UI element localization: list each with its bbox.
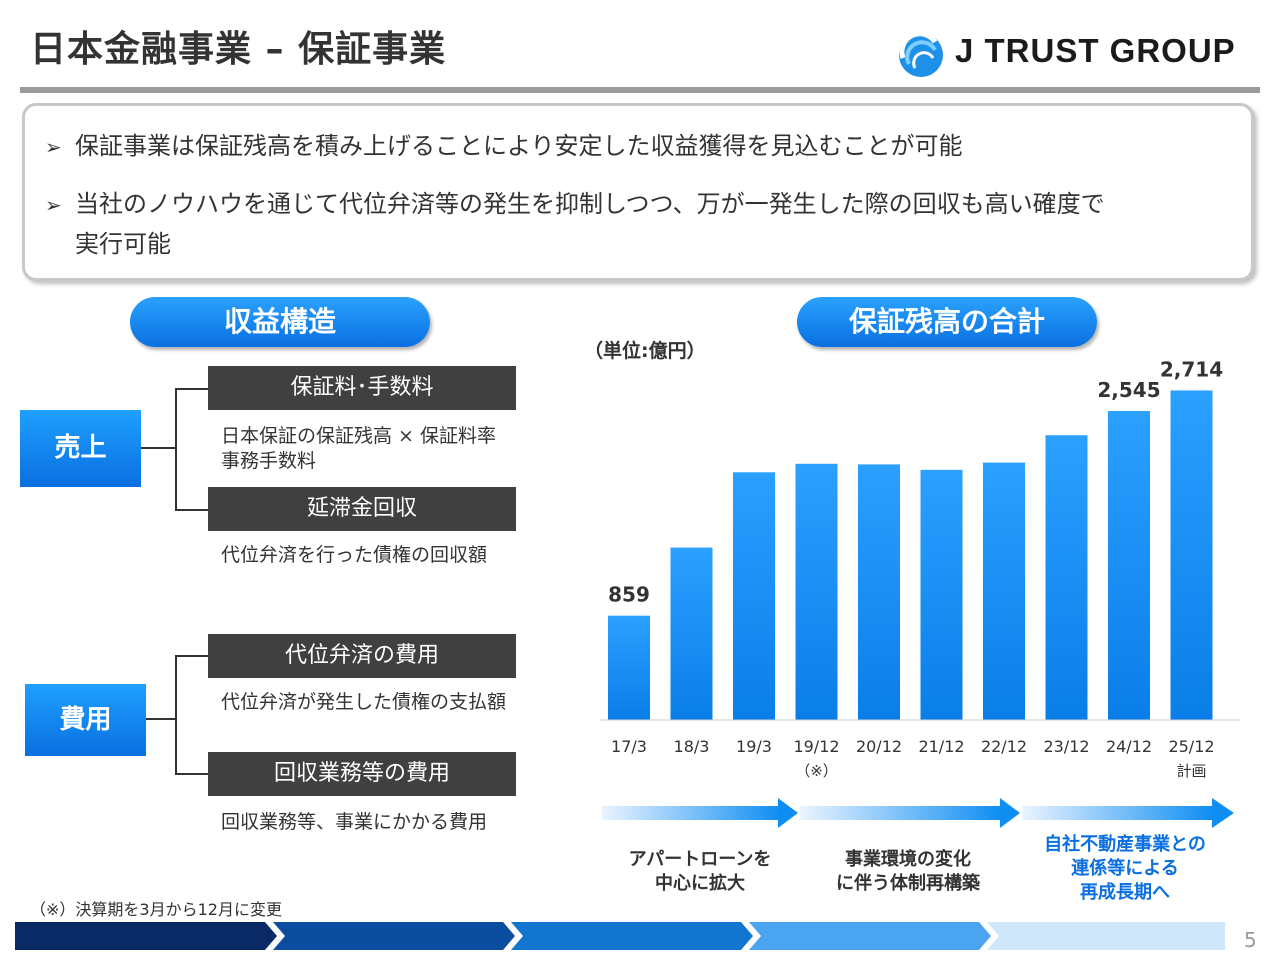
chart-bar (608, 615, 650, 720)
summary-bullet: ➢ 保証事業は保証残高を積み上げることにより安定した収益獲得を見込むことが可能 (45, 126, 963, 167)
chart-x-tick-label: 19/3 (736, 737, 772, 756)
phase-text-line: アパートローンを (628, 849, 772, 870)
phase-text-line: に伴う体制再構築 (836, 873, 980, 894)
chart-bar (858, 464, 900, 720)
chart-x-tick-label: 21/12 (918, 737, 964, 756)
chart-x-tick-label: 24/12 (1106, 737, 1152, 756)
phase-text-line: 連係等による (1071, 858, 1179, 879)
cost-item-desc: 回収業務等、事業にかかる費用 (221, 811, 488, 833)
chart-bar (670, 547, 713, 720)
chart-data-label: 2,545 (1097, 378, 1160, 402)
phase-arrows (602, 798, 1234, 828)
phase-1-text: アパートローンを 中心に拡大 (610, 848, 790, 896)
chart-bar (983, 462, 1025, 720)
phase-text-line: 再成長期へ (1080, 882, 1170, 903)
sales-item-desc: 代位弁済を行った債権の回収額 (221, 544, 488, 566)
sales-item-title: 保証料･手数料 (208, 366, 516, 410)
connector-line (175, 388, 177, 510)
connector-line (175, 655, 208, 657)
page-number: 5 (1244, 928, 1257, 952)
chart-x-tick-label: 25/12 (1168, 737, 1214, 756)
chart-bar (733, 472, 775, 720)
phase-arrow-3 (1022, 798, 1234, 828)
connector-line (146, 718, 176, 720)
sales-label-box: 売上 (20, 410, 141, 487)
page-title: 日本金融事業 – 保証事業 (30, 29, 447, 70)
bullet-arrow-icon: ➢ (45, 135, 62, 159)
footer-segment (749, 922, 991, 950)
chart-bar (1108, 410, 1150, 720)
company-logo: J TRUST GROUP (895, 30, 1265, 80)
title-divider (20, 87, 1260, 93)
cost-item-desc: 代位弁済が発生した債権の支払額 (221, 691, 507, 713)
balance-bar-chart: 859 17/3 18/3 19/3 19/12 （※） 20/12 21/12 22/12 23… (600, 357, 1240, 780)
chart-bars: 859 17/3 18/3 19/3 19/12 （※） 20/12 21/12 22/12 23… (608, 357, 1223, 780)
chart-x-tick-label: 23/12 (1043, 737, 1089, 756)
footer-segment (987, 922, 1225, 950)
cost-item-title: 回収業務等の費用 (208, 752, 516, 796)
phase-text-line: 事業環境の変化 (845, 849, 971, 870)
summary-bullet-continuation: 実行可能 (75, 230, 171, 258)
footer-segment (15, 922, 277, 950)
phase-text-line: 自社不動産事業との (1044, 834, 1206, 855)
footer-chevron-bar (15, 922, 1225, 950)
bullet-text: 保証事業は保証残高を積み上げることにより安定した収益獲得を見込むことが可能 (75, 132, 963, 160)
summary-bullet: ➢ 当社のノウハウを通じて代位弁済等の発生を抑制しつつ、万が一発生した際の回収も高… (45, 184, 1105, 225)
chart-bar (1170, 390, 1213, 720)
connector-line (141, 447, 176, 449)
balance-heading: 保証残高の合計 (797, 297, 1097, 347)
connector-line (175, 773, 208, 775)
summary-box: ➢ 保証事業は保証残高を積み上げることにより安定した収益獲得を見込むことが可能 ➢… (22, 103, 1254, 281)
connector-line (175, 388, 208, 390)
revenue-structure-heading: 収益構造 (130, 297, 430, 347)
chart-x-tick-sublabel: （※） (795, 762, 838, 780)
phase-2-text: 事業環境の変化 に伴う体制再構築 (818, 848, 998, 896)
chart-x-tick-label: 18/3 (674, 737, 710, 756)
logo-swirl-icon (899, 31, 943, 77)
chart-x-tick-label: 17/3 (611, 737, 647, 756)
chart-x-tick-label: 22/12 (981, 737, 1027, 756)
chart-bar (795, 463, 838, 720)
phase-3-text: 自社不動産事業との 連係等による 再成長期へ (1020, 833, 1230, 905)
sales-item-title: 延滞金回収 (208, 487, 516, 531)
chart-x-tick-sublabel: 計画 (1176, 762, 1206, 780)
connector-line (175, 509, 208, 511)
footnote: （※）決算期を3月から12月に変更 (30, 900, 282, 919)
cost-item-title: 代位弁済の費用 (208, 634, 516, 678)
phase-arrow-1 (602, 798, 798, 828)
costs-label-box: 費用 (25, 684, 146, 756)
footer-segment (511, 922, 753, 950)
bullet-text: 当社のノウハウを通じて代位弁済等の発生を抑制しつつ、万が一発生した際の回収も高い… (75, 190, 1105, 218)
unit-label: （単位:億円） (584, 340, 706, 362)
connector-line (175, 655, 177, 774)
bullet-arrow-icon: ➢ (45, 193, 62, 217)
chart-x-tick-label: 20/12 (856, 737, 902, 756)
sales-item-desc: 日本保証の保証残高 × 保証料率 (221, 425, 496, 447)
sales-item-desc: 事務手数料 (221, 450, 317, 472)
chart-data-label: 859 (608, 583, 650, 607)
logo-text: J TRUST GROUP (955, 32, 1236, 69)
chart-data-label: 2,714 (1160, 357, 1223, 381)
chart-bar (920, 469, 963, 720)
phase-text-line: 中心に拡大 (655, 873, 745, 894)
phase-arrow-2 (800, 798, 1020, 828)
chart-bar (1045, 435, 1088, 720)
chart-x-tick-label: 19/12 (793, 737, 839, 756)
footer-segment (273, 922, 515, 950)
